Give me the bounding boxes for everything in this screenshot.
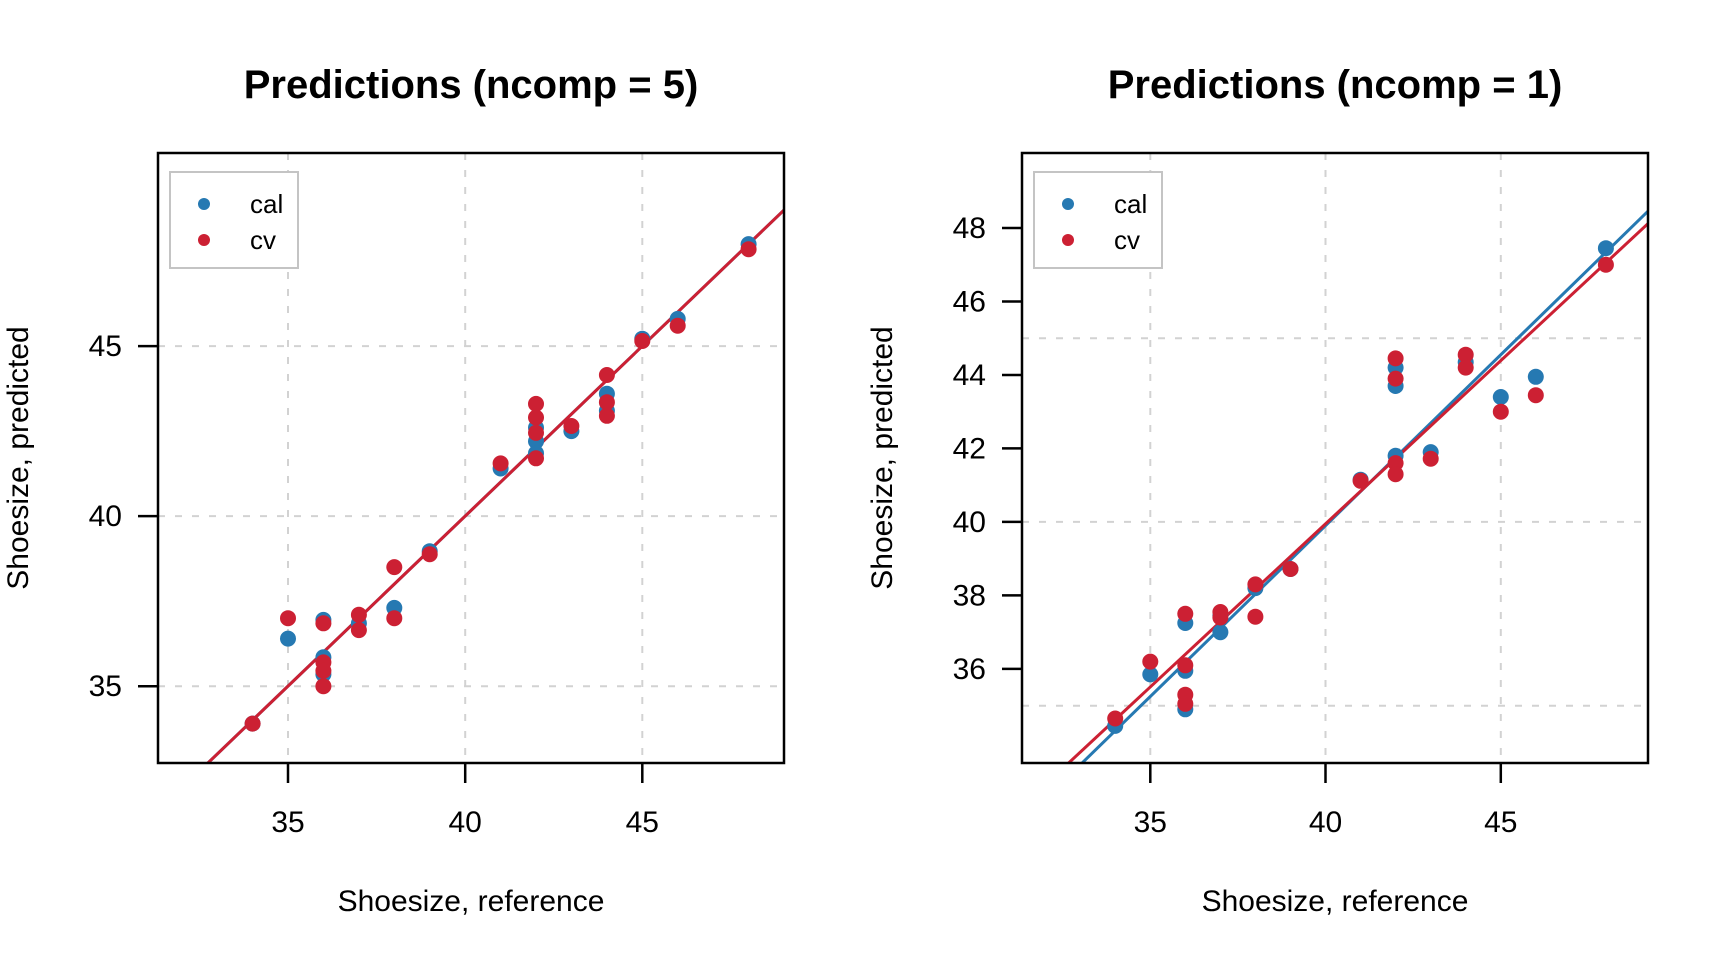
- data-point-cv: [315, 615, 332, 632]
- data-point-cv: [421, 546, 438, 563]
- data-point-cv: [386, 559, 403, 576]
- data-point-cv: [1457, 346, 1474, 363]
- x-tick-label: 45: [626, 806, 659, 839]
- data-point-cv: [528, 450, 544, 467]
- y-axis-label: Shoesize, predicted: [2, 326, 35, 590]
- legend-label-cv: cv: [250, 225, 276, 255]
- data-point-cv: [1387, 370, 1404, 387]
- data-point-cv: [1247, 576, 1264, 593]
- y-tick-label: 46: [953, 286, 986, 319]
- data-point-cv: [1107, 710, 1124, 727]
- y-tick-label: 42: [953, 432, 986, 465]
- data-point-cv: [1387, 350, 1404, 367]
- data-point-cv: [528, 424, 544, 441]
- series-cv: [244, 241, 757, 732]
- fit-line-cv: [1066, 222, 1648, 763]
- data-point-cal: [280, 630, 296, 647]
- data-point-cv: [280, 610, 296, 627]
- data-point-cv: [1177, 657, 1194, 674]
- data-point-cal: [1492, 389, 1509, 405]
- x-tick-label: 35: [271, 806, 304, 839]
- data-point-cv: [563, 418, 580, 434]
- data-point-cv: [1282, 561, 1299, 577]
- x-tick-label: 35: [1134, 806, 1167, 839]
- data-point-cv: [1422, 450, 1439, 467]
- data-point-cv: [1352, 472, 1369, 489]
- data-point-cv: [1457, 359, 1474, 376]
- x-tick-label: 40: [1309, 806, 1342, 839]
- data-point-cal: [1142, 666, 1159, 683]
- data-point-cv: [598, 367, 615, 383]
- x-axis-label: Shoesize, reference: [1202, 885, 1469, 918]
- data-point-cal: [1212, 624, 1229, 641]
- y-tick-label: 48: [953, 212, 986, 245]
- y-tick-label: 38: [953, 579, 986, 612]
- legend: cal cv: [169, 171, 299, 269]
- series-cv: [1107, 256, 1614, 727]
- data-point-cv: [669, 317, 686, 334]
- data-point-cv: [740, 241, 757, 258]
- fit-lines: [205, 209, 784, 763]
- fit-line-cv: [205, 209, 784, 763]
- plot-title: Predictions (ncomp = 5): [244, 63, 699, 107]
- legend-label-cv: cv: [1114, 225, 1140, 255]
- data-point-cv: [244, 715, 261, 732]
- data-point-cv: [350, 606, 367, 623]
- scatter-plot-ncomp1: 35 40 45 36 38 40 42 44 46 48 Predictions (ncomp =…: [866, 63, 1650, 918]
- x-tick-label: 45: [1484, 806, 1517, 839]
- y-tick-label: 35: [89, 670, 122, 703]
- legend-marker-cv: [1062, 234, 1074, 246]
- data-point-cal: [1527, 368, 1544, 385]
- data-point-cv: [1527, 387, 1544, 404]
- data-point-cv: [1177, 605, 1194, 622]
- data-point-cv: [315, 678, 332, 695]
- scatter-plot-ncomp5: 35 40 45 35 40 45 Predictions (ncomp = 5) Shoes…: [2, 63, 786, 918]
- plot-border: [156, 151, 786, 765]
- data-point-cv: [1212, 609, 1229, 626]
- data-point-cv: [598, 394, 615, 411]
- data-point-cv: [386, 610, 403, 627]
- y-tick-label: 40: [953, 506, 986, 539]
- legend-marker-cal: [1062, 198, 1074, 210]
- data-point-cv: [528, 409, 544, 426]
- data-point-cv: [315, 662, 332, 679]
- legend-label-cal: cal: [1114, 189, 1147, 219]
- grid: [158, 153, 784, 763]
- data-point-cv: [1247, 608, 1264, 625]
- data-point-cv: [528, 395, 544, 412]
- data-point-cv: [492, 455, 509, 472]
- plot-border: [1020, 151, 1650, 765]
- data-point-cal: [1597, 240, 1614, 257]
- y-tick-label: 45: [89, 330, 122, 363]
- y-tick-label: 44: [953, 359, 986, 392]
- fit-lines: [1066, 210, 1648, 763]
- legend: cal cv: [1033, 171, 1163, 269]
- data-point-cv: [1597, 256, 1614, 273]
- data-point-cv: [634, 333, 651, 349]
- x-tick-label: 40: [449, 806, 482, 839]
- y-tick-label: 36: [953, 653, 986, 686]
- legend-marker-cv: [198, 234, 210, 246]
- data-point-cv: [1492, 403, 1509, 420]
- y-tick-label: 40: [89, 500, 122, 533]
- panel-predictions-ncomp1: 35 40 45 36 38 40 42 44 46 48 Predictions (ncomp =…: [864, 0, 1728, 960]
- data-point-cv: [1142, 653, 1159, 670]
- legend-marker-cal: [198, 198, 210, 210]
- axes: 35 40 45 36 38 40 42 44 46 48: [953, 212, 1518, 839]
- data-point-cv: [1387, 466, 1404, 483]
- data-point-cv: [598, 407, 615, 424]
- data-point-cv: [1387, 455, 1404, 472]
- plot-title: Predictions (ncomp = 1): [1108, 63, 1563, 107]
- x-axis-label: Shoesize, reference: [338, 885, 605, 918]
- legend-label-cal: cal: [250, 189, 283, 219]
- data-point-cv: [350, 622, 367, 639]
- axes: 35 40 45 35 40 45: [89, 330, 659, 839]
- data-point-cv: [1177, 695, 1194, 712]
- y-axis-label: Shoesize, predicted: [866, 326, 899, 590]
- grid: [1022, 153, 1648, 763]
- legend-box: [169, 171, 299, 269]
- panel-predictions-ncomp5: 35 40 45 35 40 45 Predictions (ncomp = 5) Shoes…: [2, 63, 786, 918]
- legend-box: [1033, 171, 1163, 269]
